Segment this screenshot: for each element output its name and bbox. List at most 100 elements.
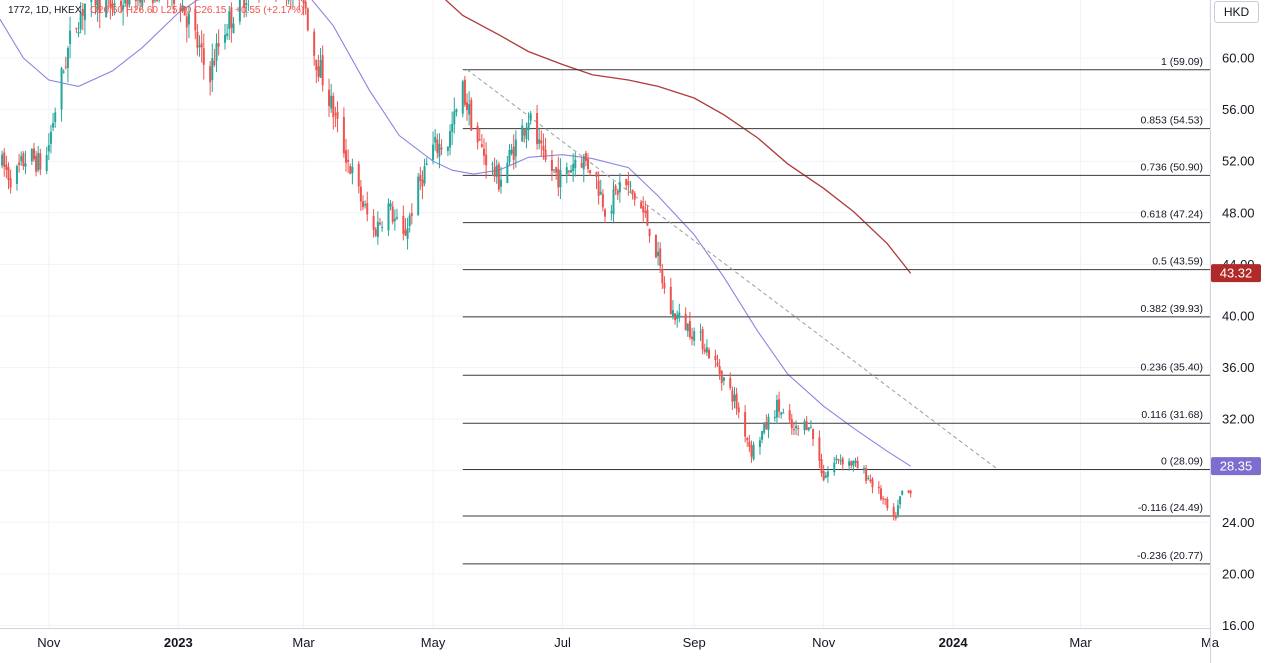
- candle-body: [826, 471, 829, 477]
- candle-body: [780, 412, 783, 415]
- candle-body: [406, 227, 409, 239]
- candle-body: [120, 0, 122, 6]
- candle-body: [77, 32, 80, 34]
- candle-body: [200, 43, 203, 48]
- candle-body: [508, 149, 511, 163]
- x-tick-label: Mar: [292, 635, 315, 650]
- candle-body: [862, 468, 865, 470]
- candle-body: [729, 378, 732, 388]
- candle-body: [525, 127, 528, 140]
- candle-body: [676, 314, 679, 320]
- y-tick-label: 56.00: [1222, 102, 1255, 117]
- candle-body: [744, 412, 747, 437]
- candle-body: [584, 152, 587, 161]
- candle-body: [884, 498, 887, 500]
- candle-body: [54, 112, 57, 123]
- x-tick-label: Jul: [554, 635, 571, 650]
- candle-body: [342, 117, 345, 154]
- candle-body: [809, 426, 812, 428]
- candle-body: [674, 313, 677, 321]
- candle-body: [5, 164, 8, 170]
- candle-body: [480, 144, 483, 147]
- fib-level-label: -0.236 (20.77): [1137, 550, 1203, 562]
- candle-body: [572, 164, 575, 172]
- candle-body: [30, 149, 33, 162]
- candle-body: [306, 8, 309, 31]
- candle-body: [105, 0, 108, 18]
- candle-body: [604, 209, 606, 217]
- y-tick-label: 24.00: [1222, 515, 1255, 530]
- candle-body: [510, 149, 513, 154]
- candle-body: [334, 113, 337, 115]
- candle-body: [871, 478, 874, 488]
- candle-body: [183, 6, 186, 16]
- candle-body: [538, 139, 541, 144]
- candle-body: [39, 153, 42, 170]
- candle-body: [835, 458, 838, 461]
- candle-body: [126, 0, 129, 8]
- candle-body: [463, 79, 466, 105]
- candle-body: [181, 5, 184, 11]
- y-tick-label: 36.00: [1222, 360, 1255, 375]
- candle-body: [196, 31, 199, 48]
- candle-body: [313, 31, 316, 56]
- candle-body: [232, 23, 235, 34]
- candle-body: [896, 505, 899, 517]
- candle-body: [440, 147, 443, 150]
- candle-body: [684, 313, 687, 330]
- trend-line-layer[interactable]: [466, 69, 999, 470]
- candle-body: [758, 440, 761, 448]
- candle-body: [98, 0, 101, 14]
- moving-average-long-layer: [444, 0, 912, 274]
- price-change: +0.55 (+2.17%): [235, 5, 304, 16]
- candle-body: [185, 16, 188, 28]
- candle-body: [211, 58, 214, 81]
- candle-body: [49, 131, 52, 144]
- candle-body: [245, 3, 248, 6]
- candle-body: [735, 393, 738, 409]
- candle-body: [45, 155, 48, 171]
- candle-body: [402, 215, 405, 234]
- candle-body: [470, 99, 473, 131]
- ohlc-values: O26.60 H26.60 L25.70 C26.15: [90, 5, 227, 16]
- candle-body: [589, 170, 592, 173]
- x-tick-label: Mar: [1069, 635, 1092, 650]
- fibonacci-retracement[interactable]: 1 (59.09) 0.853 (54.53) 0.736 (50.90) 0.618…: [462, 56, 1210, 565]
- candle-body: [317, 66, 320, 77]
- candle-body: [194, 8, 197, 31]
- candle-body: [302, 0, 305, 4]
- candle-body: [852, 460, 855, 466]
- x-tick-label: Sep: [683, 635, 706, 650]
- y-tick-label: 40.00: [1222, 308, 1255, 323]
- candle-body: [795, 426, 798, 429]
- candle-body: [345, 150, 348, 163]
- candle-body: [669, 286, 672, 315]
- candle-body: [347, 159, 350, 162]
- currency-button[interactable]: HKD: [1214, 1, 1259, 23]
- candle-body: [907, 490, 910, 493]
- candle-body: [153, 0, 156, 1]
- candle-body: [94, 0, 97, 6]
- candle-body: [408, 215, 411, 227]
- candle-body: [425, 163, 428, 166]
- candle-body: [805, 421, 808, 430]
- candle-body: [81, 9, 84, 16]
- candle-body: [782, 412, 785, 414]
- candle-body: [587, 158, 590, 170]
- candle-body: [7, 167, 10, 181]
- candle-body: [495, 165, 498, 177]
- candle-body: [894, 515, 897, 519]
- candle-body: [661, 269, 664, 284]
- candle-body: [228, 11, 231, 30]
- candle-body: [899, 496, 902, 505]
- candle-body: [111, 3, 114, 10]
- candle-body: [79, 13, 82, 30]
- candle-body: [867, 477, 870, 479]
- fib-level-label: 0.116 (31.68): [1141, 409, 1203, 421]
- candle-body: [877, 486, 880, 489]
- candle-body: [750, 445, 753, 457]
- price-badge: [1211, 457, 1261, 476]
- candle-body: [703, 349, 706, 352]
- candle-body: [364, 204, 367, 206]
